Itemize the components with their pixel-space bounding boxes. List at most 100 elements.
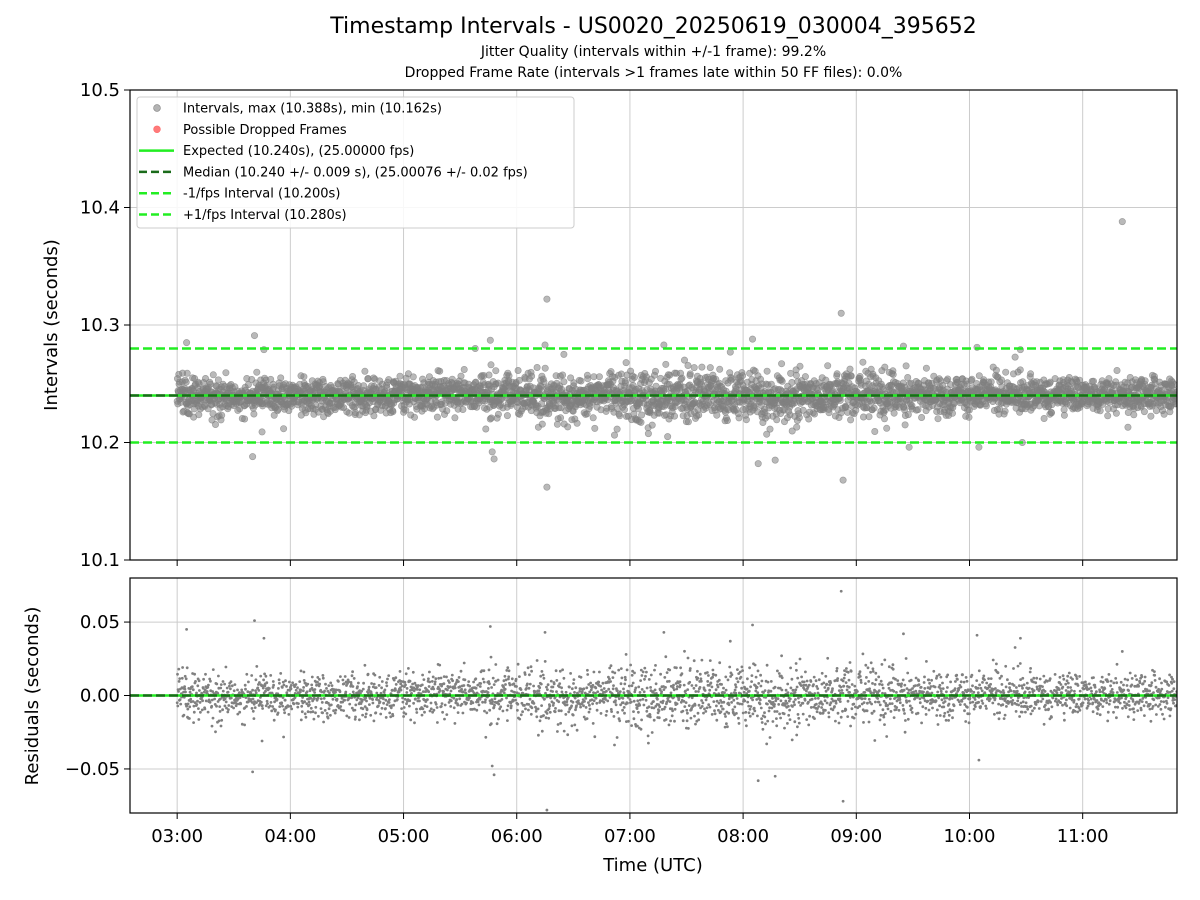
interval-point	[1104, 412, 1112, 420]
residual-point	[740, 665, 744, 669]
interval-point	[584, 375, 592, 383]
residual-point	[414, 697, 417, 701]
residual-point	[326, 716, 330, 720]
residual-point	[465, 701, 468, 705]
interval-point	[793, 423, 801, 431]
residual-point	[663, 676, 667, 679]
residual-point	[210, 704, 214, 708]
residual-point	[243, 683, 247, 687]
residual-point	[687, 704, 691, 707]
residual-point	[226, 690, 230, 694]
residual-point	[398, 670, 402, 673]
residual-point	[640, 688, 644, 691]
residual-point	[611, 687, 615, 691]
residual-point	[542, 714, 545, 717]
residual-point	[706, 671, 709, 674]
residual-point	[277, 687, 280, 690]
interval-point	[616, 412, 624, 420]
residual-point	[601, 681, 605, 685]
residual-point	[510, 677, 514, 681]
residual-point	[312, 696, 316, 700]
residual-point	[540, 670, 544, 673]
residual-point	[710, 685, 714, 689]
residual-point	[515, 685, 518, 688]
residual-point	[710, 713, 714, 716]
residual-point	[288, 680, 291, 684]
residual-point	[715, 718, 719, 722]
residual-point	[221, 689, 225, 693]
residual-point	[416, 684, 420, 687]
residual-point	[400, 707, 403, 710]
residual-point	[558, 682, 562, 685]
interval-point	[968, 375, 976, 383]
residual-point	[639, 727, 643, 731]
residual-point	[282, 735, 285, 739]
residual-point	[445, 675, 448, 679]
residual-point	[269, 674, 273, 677]
residual-point	[504, 678, 508, 682]
residual-point	[618, 690, 622, 693]
residual-point	[388, 698, 391, 701]
residual-point	[448, 685, 452, 689]
residual-point	[348, 702, 352, 706]
y-tick-label: 10.3	[80, 315, 120, 336]
residual-point	[364, 715, 367, 719]
residual-point	[540, 729, 544, 733]
interval-point	[713, 411, 721, 419]
residual-point	[547, 707, 551, 711]
residual-point	[708, 705, 712, 709]
residual-point	[591, 722, 595, 725]
residual-point	[487, 668, 491, 672]
interval-point	[965, 406, 973, 414]
residual-point	[725, 722, 728, 726]
residual-point	[355, 698, 359, 702]
residual-point	[484, 698, 487, 702]
interval-point	[716, 365, 724, 373]
residual-point	[559, 709, 563, 713]
residual-point	[692, 659, 696, 663]
residual-point	[208, 677, 212, 681]
residual-point	[481, 677, 485, 681]
residual-point	[412, 701, 415, 705]
residual-point	[759, 684, 763, 688]
residual-point	[518, 675, 521, 678]
interval-outlier-point	[749, 335, 757, 343]
interval-point	[410, 413, 418, 421]
intervals-panel: 10.110.210.310.410.5	[80, 80, 1178, 571]
residual-point	[404, 672, 408, 676]
residual-point	[541, 673, 545, 677]
residual-point	[516, 662, 520, 666]
residual-point	[622, 706, 626, 709]
residual-point	[265, 681, 269, 685]
residual-point	[556, 723, 560, 726]
residual-point	[632, 717, 636, 721]
residual-point	[456, 703, 460, 707]
residual-point	[582, 715, 586, 719]
residual-point	[591, 683, 595, 687]
interval-point	[644, 430, 652, 438]
interval-point	[577, 377, 585, 385]
interval-point	[638, 411, 646, 419]
residual-point	[552, 682, 556, 686]
residual-point	[622, 687, 625, 691]
residual-point	[657, 716, 661, 720]
residual-point	[270, 709, 274, 713]
residual-point	[452, 696, 456, 700]
residual-point	[321, 711, 324, 715]
interval-outlier-point	[543, 483, 551, 491]
residual-point	[626, 701, 629, 705]
residual-point	[357, 681, 360, 685]
residual-point	[210, 724, 214, 728]
residual-point	[385, 684, 389, 688]
title-block: Timestamp Intervals - US0020_20250619_03…	[130, 12, 1177, 84]
residual-point	[373, 673, 377, 677]
residual-point	[644, 674, 647, 678]
residual-point	[343, 698, 346, 702]
residual-point	[733, 688, 737, 692]
residual-point	[516, 702, 520, 706]
residual-point	[289, 687, 293, 691]
residual-point	[760, 717, 763, 721]
residual-point	[219, 724, 223, 728]
residual-point	[317, 714, 320, 718]
residual-point	[361, 713, 364, 717]
